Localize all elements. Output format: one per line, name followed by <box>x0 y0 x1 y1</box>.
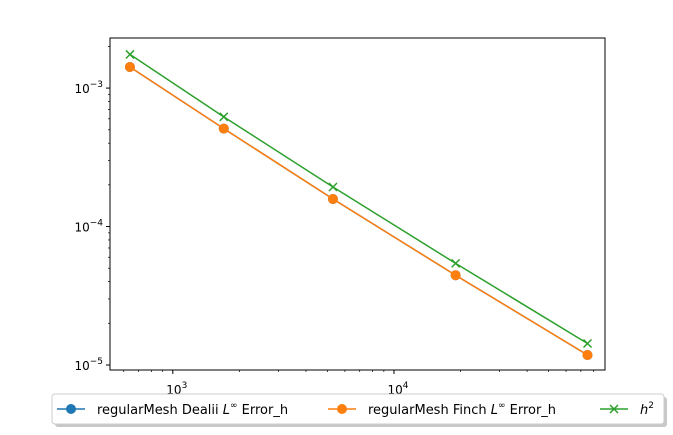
legend-label: h2 <box>640 401 654 418</box>
data-point <box>450 270 461 281</box>
series-line <box>129 66 588 356</box>
data-point-stroke <box>451 258 461 268</box>
y-tick-label: 10−3 <box>74 80 103 96</box>
legend-entry: regularMesh Finch L∞ Error_h <box>328 401 556 418</box>
legend-marker-stroke <box>609 404 619 414</box>
series-layer <box>124 49 593 361</box>
data-point-stroke <box>219 112 229 122</box>
legend-box <box>51 393 665 425</box>
legend-label: regularMesh Dealii L∞ Error_h <box>97 401 288 418</box>
y-tick-label: 10−4 <box>74 219 103 235</box>
data-point <box>219 112 229 122</box>
series-line <box>129 66 588 356</box>
legend-marker <box>609 404 619 414</box>
data-point <box>582 338 593 349</box>
data-point-stroke <box>582 338 593 349</box>
series-line <box>129 53 588 345</box>
data-point <box>125 49 135 59</box>
y-tick-label: 10−5 <box>74 357 103 373</box>
data-point <box>124 61 135 72</box>
legend-marker <box>66 404 76 414</box>
data-point <box>218 123 229 134</box>
data-point-stroke <box>328 182 338 192</box>
data-point <box>328 182 338 192</box>
data-point <box>327 194 338 205</box>
data-point <box>582 350 593 361</box>
plot-frame <box>109 37 606 371</box>
data-point <box>451 258 461 268</box>
legend-entry: h2 <box>600 401 654 418</box>
series-2 <box>125 49 593 349</box>
legend: regularMesh Dealii L∞ Error_h regularMesh… <box>51 393 667 427</box>
legend-marker <box>337 404 347 414</box>
series-1 <box>124 61 593 361</box>
data-point-stroke <box>125 49 135 59</box>
legend-label: regularMesh Finch L∞ Error_h <box>368 401 556 418</box>
legend-entry: regularMesh Dealii L∞ Error_h <box>57 401 288 418</box>
